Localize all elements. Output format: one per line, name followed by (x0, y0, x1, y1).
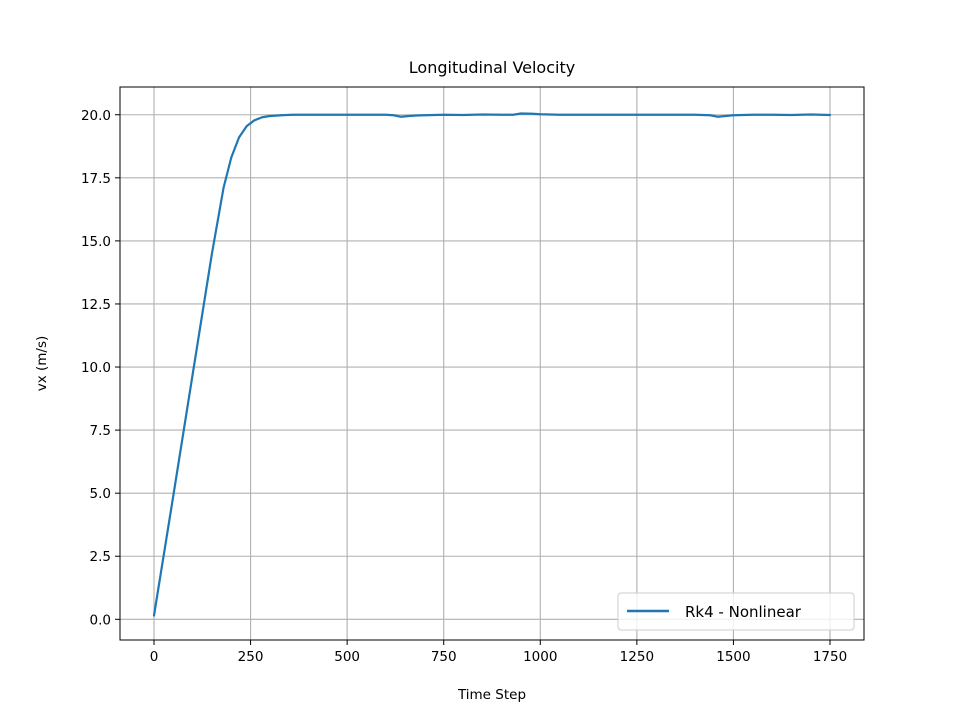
grid (120, 87, 864, 640)
chart-title: Longitudinal Velocity (409, 58, 575, 77)
x-tick-label: 250 (238, 649, 264, 665)
x-axis-label: Time Step (457, 687, 526, 703)
y-tick-label: 20.0 (81, 108, 111, 124)
series-layer (152, 112, 832, 617)
y-tick-label: 0.0 (90, 612, 111, 628)
y-tick-label: 2.5 (90, 549, 111, 565)
x-tick-label: 750 (431, 649, 457, 665)
plot-frame (119, 86, 865, 641)
y-tick-label: 17.5 (81, 171, 111, 187)
y-tick-label: 12.5 (81, 297, 111, 313)
y-tick-label: 10.0 (81, 360, 111, 376)
legend-box (617, 592, 855, 631)
x-tick-label: 1000 (523, 649, 557, 665)
legend-label: Rk4 - Nonlinear (685, 603, 802, 621)
x-tick-label: 1750 (813, 649, 847, 665)
axis-ticks: 0 250 500 750 1000 1250 1500 1750 0.0 2.5 5.0 7.5 10… (81, 108, 847, 665)
y-tick-label: 7.5 (90, 423, 111, 439)
x-tick-label: 1250 (620, 649, 654, 665)
series-line (152, 112, 832, 617)
y-tick-label: 5.0 (90, 486, 111, 502)
y-axis-label: vx (m/s) (34, 336, 50, 392)
y-tick-label: 15.0 (81, 234, 111, 250)
x-tick-label: 1500 (716, 649, 750, 665)
x-tick-label: 0 (150, 649, 159, 665)
x-tick-label: 500 (334, 649, 360, 665)
legend: Rk4 - Nonlinear (617, 592, 855, 631)
